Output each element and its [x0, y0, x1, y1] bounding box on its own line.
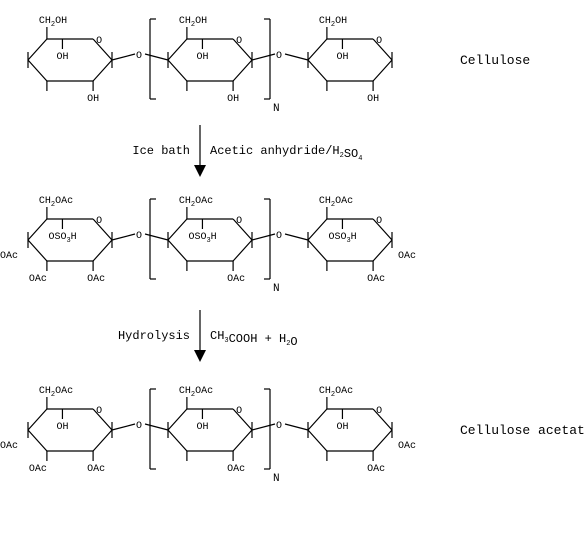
top-group: CH2OAc — [179, 196, 213, 209]
svg-text:OH: OH — [336, 422, 348, 433]
svg-text:OSO3H: OSO3H — [328, 232, 356, 245]
svg-text:OAc: OAc — [398, 251, 416, 262]
row-intermediate: O CH2OAc OSO3H OAc OAc O CH2OAc OSO3H OAc O CH2OAc… — [0, 196, 416, 295]
svg-text:O: O — [96, 36, 102, 47]
svg-text:O: O — [96, 406, 102, 417]
svg-text:N: N — [273, 473, 280, 485]
svg-text:CH3COOH + H2O: CH3COOH + H2O — [210, 329, 298, 349]
svg-text:N: N — [273, 283, 280, 295]
svg-text:OH: OH — [336, 52, 348, 63]
svg-text:O: O — [276, 421, 282, 432]
top-group: CH2OAc — [319, 196, 353, 209]
top-group: CH2OH — [319, 16, 347, 29]
top-group: CH2OAc — [39, 196, 73, 209]
svg-text:O: O — [376, 36, 382, 47]
svg-text:OH: OH — [87, 94, 99, 105]
svg-text:OSO3H: OSO3H — [188, 232, 216, 245]
svg-text:OAc: OAc — [87, 274, 105, 285]
svg-text:OH: OH — [56, 52, 68, 63]
svg-text:OH: OH — [56, 422, 68, 433]
row-label: Cellulose — [460, 53, 530, 68]
top-group: CH2OAc — [319, 386, 353, 399]
svg-text:OAc: OAc — [29, 274, 47, 285]
row-cellulose-acetate: O CH2OAc OH OAc OAc O CH2OAc OH OAc O CH2OAc OH OAc O… — [0, 386, 584, 485]
svg-text:O: O — [96, 216, 102, 227]
top-group: CH2OH — [39, 16, 67, 29]
svg-text:O: O — [136, 51, 142, 62]
row-label: Cellulose acetate — [460, 423, 584, 438]
svg-text:OH: OH — [227, 94, 239, 105]
svg-text:OAc: OAc — [227, 464, 245, 475]
svg-text:OAc: OAc — [0, 441, 18, 452]
svg-text:OAc: OAc — [0, 251, 18, 262]
top-group: CH2OAc — [179, 386, 213, 399]
svg-text:Hydrolysis: Hydrolysis — [118, 329, 190, 343]
arrow-step2: Hydrolysis CH3COOH + H2O — [118, 310, 298, 362]
svg-text:N: N — [273, 103, 280, 115]
svg-text:OAc: OAc — [398, 441, 416, 452]
svg-text:OH: OH — [367, 94, 379, 105]
svg-text:O: O — [276, 51, 282, 62]
svg-text:O: O — [376, 406, 382, 417]
svg-text:Acetic anhydride/H2SO4: Acetic anhydride/H2SO4 — [210, 144, 362, 163]
arrow-step1: Ice bath Acetic anhydride/H2SO4 — [132, 125, 362, 177]
svg-text:O: O — [236, 36, 242, 47]
svg-text:OSO3H: OSO3H — [48, 232, 76, 245]
row-cellulose: O CH2OH OH OH O CH2OH OH OH O CH2OH OH OH O O N Cellulo… — [28, 16, 530, 115]
svg-text:Ice bath: Ice bath — [132, 144, 190, 158]
svg-text:OAc: OAc — [87, 464, 105, 475]
svg-text:O: O — [376, 216, 382, 227]
svg-text:OAc: OAc — [227, 274, 245, 285]
svg-text:O: O — [136, 421, 142, 432]
top-group: CH2OH — [179, 16, 207, 29]
svg-text:OAc: OAc — [367, 464, 385, 475]
svg-text:OH: OH — [196, 52, 208, 63]
top-group: CH2OAc — [39, 386, 73, 399]
svg-text:OH: OH — [196, 422, 208, 433]
svg-text:OAc: OAc — [29, 464, 47, 475]
svg-text:O: O — [236, 406, 242, 417]
svg-text:OAc: OAc — [367, 274, 385, 285]
svg-text:O: O — [276, 231, 282, 242]
svg-text:O: O — [136, 231, 142, 242]
svg-text:O: O — [236, 216, 242, 227]
